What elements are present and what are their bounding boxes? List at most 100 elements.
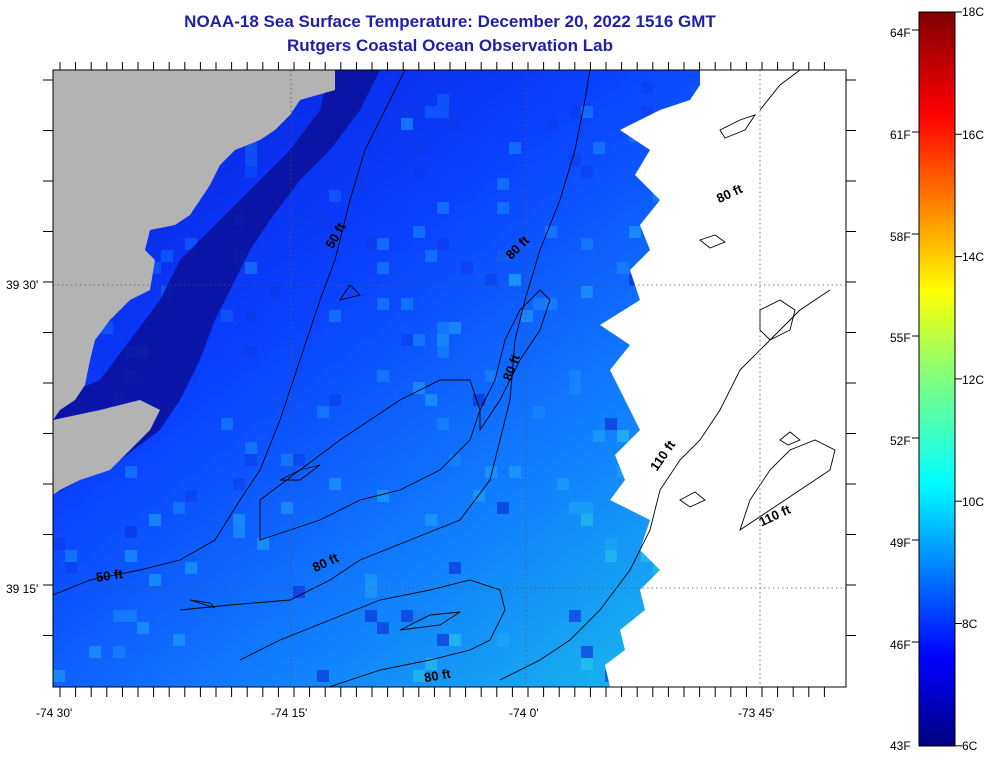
sst-pixel bbox=[173, 634, 185, 646]
sst-pixel bbox=[281, 454, 293, 466]
sst-pixel bbox=[329, 478, 341, 490]
sst-pixel bbox=[569, 154, 581, 166]
sst-pixel bbox=[413, 334, 425, 346]
sst-pixel bbox=[401, 106, 413, 118]
sst-pixel bbox=[413, 670, 425, 682]
sst-pixel bbox=[401, 334, 413, 346]
sst-pixel bbox=[485, 466, 497, 478]
sst-pixel bbox=[581, 166, 593, 178]
sst-pixel bbox=[245, 346, 257, 358]
sst-pixel bbox=[497, 250, 509, 262]
land-mass-south bbox=[53, 400, 160, 495]
colorbar-gradient bbox=[918, 11, 956, 747]
sst-pixel bbox=[593, 430, 605, 442]
sst-pixel bbox=[449, 454, 461, 466]
colorbar-f-label: 55F bbox=[890, 331, 911, 345]
sst-pixel bbox=[557, 478, 569, 490]
sst-pixel bbox=[641, 82, 653, 94]
sst-pixel bbox=[377, 262, 389, 274]
sst-pixel bbox=[605, 550, 617, 562]
sst-pixel bbox=[245, 154, 257, 166]
sst-pixel bbox=[509, 142, 521, 154]
nearshore-cold-band bbox=[53, 70, 380, 495]
sst-pixel bbox=[89, 646, 101, 658]
sst-pixel bbox=[245, 310, 257, 322]
x-tick-label: -73 45' bbox=[738, 706, 775, 720]
sst-pixel bbox=[581, 514, 593, 526]
sst-pixel bbox=[533, 406, 545, 418]
sst-pixel bbox=[449, 634, 461, 646]
sst-pixel bbox=[185, 562, 197, 574]
sst-pixel bbox=[581, 502, 593, 514]
sst-pixel bbox=[605, 538, 617, 550]
sst-pixel bbox=[233, 526, 245, 538]
sst-pixel bbox=[401, 610, 413, 622]
colorbar-f-label: 61F bbox=[890, 128, 911, 142]
colorbar-f-label: 43F bbox=[890, 739, 911, 753]
sst-pixel bbox=[425, 658, 437, 670]
sst-pixel bbox=[425, 514, 437, 526]
sst-pixel bbox=[593, 142, 605, 154]
sst-pixel bbox=[161, 250, 173, 262]
colorbar-ticks bbox=[912, 11, 962, 747]
sst-pixel bbox=[125, 610, 137, 622]
sst-pixel bbox=[413, 142, 425, 154]
sst-pixel bbox=[53, 538, 65, 550]
sst-pixel bbox=[53, 670, 65, 682]
sst-pixel bbox=[569, 106, 581, 118]
sst-pixel bbox=[485, 370, 497, 382]
sst-pixel bbox=[233, 514, 245, 526]
sst-pixel bbox=[437, 238, 449, 250]
sst-pixel bbox=[461, 262, 473, 274]
sst-pixel bbox=[509, 466, 521, 478]
sst-pixel bbox=[485, 274, 497, 286]
sst-pixel bbox=[377, 370, 389, 382]
sst-pixel bbox=[437, 634, 449, 646]
no-data-region bbox=[600, 70, 846, 687]
sst-pixel bbox=[581, 658, 593, 670]
sst-pixel bbox=[401, 118, 413, 130]
sst-pixel bbox=[113, 646, 125, 658]
sst-pixel bbox=[413, 166, 425, 178]
sst-pixel bbox=[221, 310, 233, 322]
sst-pixel bbox=[365, 574, 377, 586]
sst-pixel bbox=[497, 202, 509, 214]
sst-pixel bbox=[329, 190, 341, 202]
sst-pixel bbox=[569, 610, 581, 622]
sst-pixel bbox=[329, 394, 341, 406]
sst-pixel bbox=[173, 502, 185, 514]
sst-pixel bbox=[245, 262, 257, 274]
sst-pixel bbox=[413, 226, 425, 238]
sst-pixel bbox=[329, 310, 341, 322]
sst-pixel bbox=[497, 178, 509, 190]
sst-pixel bbox=[377, 238, 389, 250]
sst-pixel bbox=[377, 490, 389, 502]
map-subtitle: Rutgers Coastal Ocean Observation Lab bbox=[287, 36, 613, 55]
x-tick-label: -74 0' bbox=[509, 706, 539, 720]
sst-pixel bbox=[377, 622, 389, 634]
colorbar-c-label: 8C bbox=[962, 617, 978, 631]
sst-pixel bbox=[449, 118, 461, 130]
sst-pixel bbox=[125, 466, 137, 478]
colorbar-c-label: 12C bbox=[962, 373, 985, 387]
sst-pixel bbox=[437, 322, 449, 334]
sst-pixel bbox=[581, 286, 593, 298]
sst-pixel bbox=[581, 106, 593, 118]
sst-pixel bbox=[413, 382, 425, 394]
sst-pixel bbox=[425, 394, 437, 406]
sst-pixel bbox=[65, 550, 77, 562]
sst-pixel bbox=[257, 538, 269, 550]
sst-pixel bbox=[125, 550, 137, 562]
sst-pixel bbox=[581, 646, 593, 658]
sst-pixel bbox=[533, 298, 545, 310]
sst-pixel bbox=[221, 418, 233, 430]
colorbar-f-label: 49F bbox=[890, 536, 911, 550]
colorbar-f-label: 64F bbox=[890, 26, 911, 40]
sst-pixel bbox=[425, 250, 437, 262]
sst-pixel bbox=[401, 298, 413, 310]
depth-contours bbox=[53, 70, 836, 687]
sst-pixel bbox=[437, 202, 449, 214]
sst-pixel bbox=[293, 454, 305, 466]
x-tick-label: -74 30' bbox=[36, 706, 73, 720]
